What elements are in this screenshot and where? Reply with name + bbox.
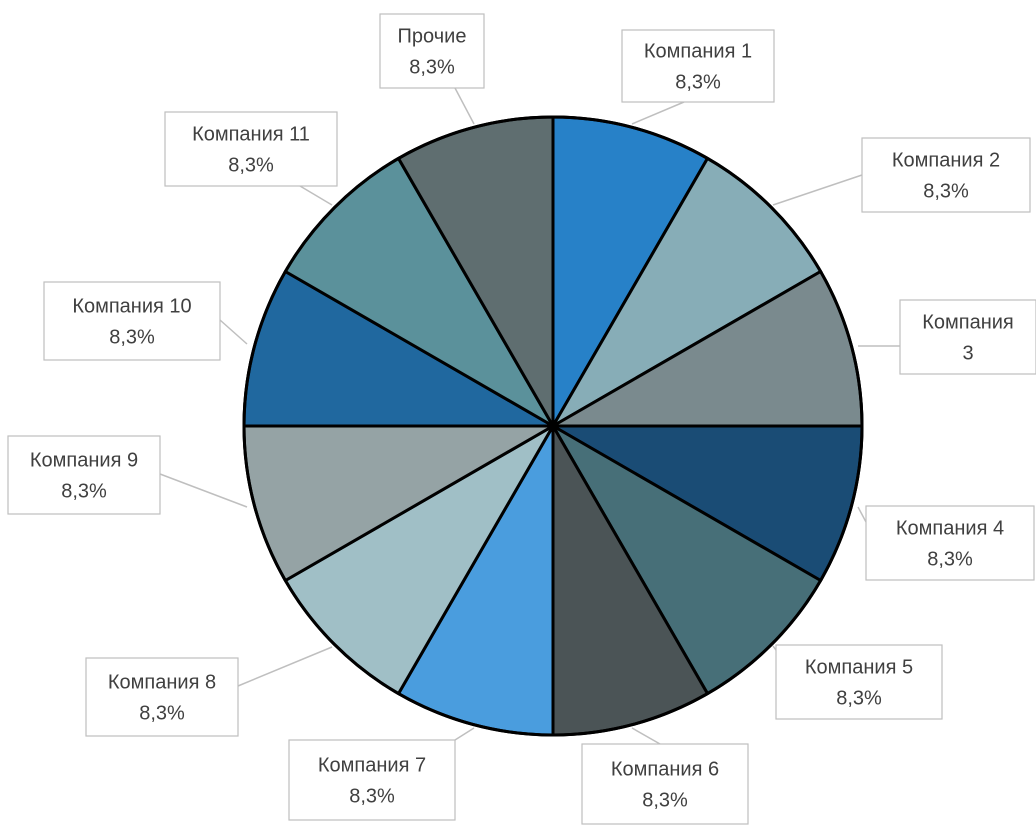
leader-line-9 — [159, 473, 248, 508]
data-label-box — [581, 743, 749, 825]
leader-line-7 — [454, 727, 475, 741]
slice-label: Компания 2 — [892, 150, 1000, 172]
pie-slices — [242, 115, 864, 737]
data-label-10: Компания 10 8,3% — [43, 281, 221, 361]
slice-label: Прочие — [398, 26, 467, 48]
data-label-box — [164, 111, 338, 187]
data-label-box — [43, 281, 221, 361]
slice-label: Компания 1 — [644, 41, 752, 63]
slice-label: Компания 8 — [108, 672, 216, 694]
data-labels: Компания 18,3%Компания 28,3%Компания3Ком… — [7, 13, 1036, 825]
data-label-box — [899, 299, 1036, 375]
leader-line-6 — [631, 727, 661, 745]
data-label-9: Компания 9 8,3% — [7, 435, 161, 515]
data-label-box — [288, 739, 456, 821]
slice-value: 8,3% — [642, 790, 688, 812]
slice-label: Компания 9 — [30, 450, 138, 472]
data-label-12: Прочие 8,3% — [379, 13, 485, 89]
data-label-8: Компания 8 8,3% — [85, 657, 239, 737]
slice-value: 8,3% — [61, 481, 107, 503]
slice-label: Компания 10 — [72, 296, 191, 318]
slice-value: 8,3% — [409, 57, 455, 79]
data-label-1: Компания 1 8,3% — [621, 29, 775, 103]
data-label-2: Компания 2 8,3% — [861, 137, 1031, 213]
slice-label: Компания — [922, 312, 1014, 334]
leader-line-1 — [631, 101, 685, 125]
data-label-box — [861, 137, 1031, 213]
slice-label: Компания 6 — [611, 759, 719, 781]
data-label-6: Компания 6 8,3% — [581, 743, 749, 825]
slice-label: Компания 4 — [896, 518, 1004, 540]
leader-line-11 — [299, 185, 333, 206]
slice-value: 8,3% — [675, 72, 721, 94]
leader-line-4 — [857, 506, 867, 523]
data-label-box — [621, 29, 775, 103]
data-label-box — [85, 657, 239, 737]
slice-label: Компания 11 — [192, 124, 310, 146]
leader-line-12 — [454, 87, 475, 125]
leader-line-8 — [237, 646, 333, 687]
slice-value: 8,3% — [836, 688, 882, 710]
slice-label: 3 — [962, 343, 973, 365]
slice-value: 8,3% — [927, 549, 973, 571]
data-label-box — [379, 13, 485, 89]
slice-value: 8,3% — [139, 703, 185, 725]
slice-value: 8,3% — [109, 327, 155, 349]
slice-label: Компания 5 — [805, 657, 913, 679]
data-label-11: Компания 11 8,3% — [164, 111, 338, 187]
data-label-5: Компания 5 8,3% — [775, 644, 943, 720]
data-label-box — [865, 505, 1035, 581]
slice-value: 8,3% — [923, 181, 969, 203]
data-label-4: Компания 4 8,3% — [865, 505, 1035, 581]
pie-outline — [242, 115, 864, 737]
slice-label: Компания 7 — [318, 755, 426, 777]
leader-line-10 — [219, 319, 248, 345]
leader-lines — [159, 87, 900, 745]
slice-value: 8,3% — [228, 155, 274, 177]
data-label-box — [775, 644, 943, 720]
slice-value: 8,3% — [349, 786, 395, 808]
data-label-3: Компания 3 — [899, 299, 1036, 375]
leader-line-2 — [772, 174, 863, 206]
data-label-box — [7, 435, 161, 515]
data-label-7: Компания 7 8,3% — [288, 739, 456, 821]
